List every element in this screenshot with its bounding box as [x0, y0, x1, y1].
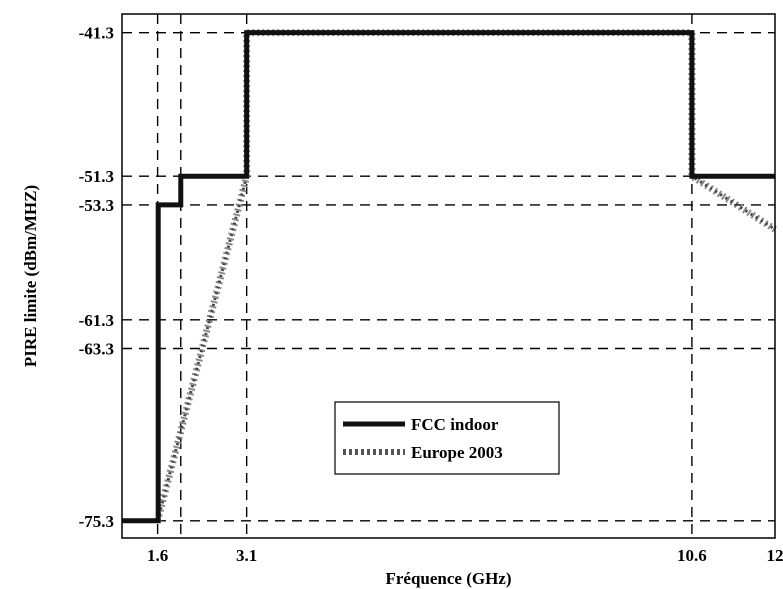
y-tick-label: -41.3: [79, 24, 114, 43]
plot-frame: [121, 13, 776, 539]
series-europe-2003-dots: [156, 31, 776, 522]
legend-entry-fcc-indoor: FCC indoor: [411, 415, 499, 434]
x-tick-label: 1.6: [147, 546, 168, 565]
y-tick-label: -53.3: [79, 196, 114, 215]
x-axis-label: Fréquence (GHz): [385, 569, 511, 588]
legend-entry-europe-2003: Europe 2003: [411, 443, 503, 462]
x-tick-label: 12: [767, 546, 783, 565]
y-tick-label: -75.3: [79, 512, 114, 531]
tick-labels: -41.3 -51.3 -53.3 -61.3 -63.3 -75.3 1.6 3.1 10.6…: [79, 24, 783, 565]
x-tick-label: 10.6: [677, 546, 707, 565]
y-axis-label: PIRE limite (dBm/MHZ): [21, 185, 40, 367]
y-tick-label: -51.3: [79, 167, 114, 186]
y-tick-label: -63.3: [79, 339, 114, 358]
legend: FCC indoor Europe 2003: [334, 401, 560, 475]
series-fcc-indoor-line: [122, 30, 775, 524]
legend-box: [334, 401, 560, 475]
x-tick-label: 3.1: [236, 546, 257, 565]
series-group: [122, 29, 777, 524]
series-europe-2003-line: [154, 29, 777, 522]
y-tick-label: -61.3: [79, 311, 114, 330]
